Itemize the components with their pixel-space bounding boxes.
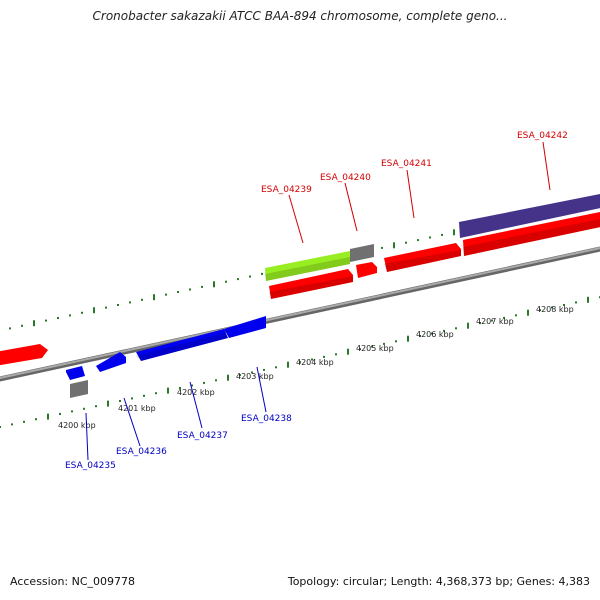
kbp-label: 4202 kbp — [177, 388, 215, 397]
gene-label[interactable]: ESA_04236 — [116, 447, 167, 457]
kbp-label: 4208 kbp — [536, 305, 574, 314]
kbp-label: 4207 kbp — [476, 317, 514, 326]
forward-strand-genes — [265, 193, 600, 299]
gene-label[interactable]: ESA_04241 — [381, 159, 432, 169]
gene-label[interactable]: ESA_04242 — [517, 131, 568, 141]
kbp-label: 4201 kbp — [118, 404, 156, 413]
gene-blue-04235[interactable] — [66, 366, 85, 380]
gene-red[interactable] — [356, 262, 377, 278]
kbp-label: 4200 kbp — [58, 421, 96, 430]
tick-rail-lower — [0, 296, 600, 428]
gene-grey[interactable] — [70, 380, 88, 398]
callout-lines — [85, 141, 551, 461]
gene-blue-04236[interactable] — [96, 352, 126, 372]
gene-shading — [136, 219, 600, 361]
gene-red[interactable] — [269, 269, 353, 299]
kbp-label: 4204 kbp — [296, 358, 334, 367]
forward-gene-labels: ESA_04239 ESA_04240 ESA_04241 ESA_04242 — [261, 131, 568, 195]
gene-red-04241[interactable] — [384, 243, 461, 272]
reverse-strand-genes — [0, 316, 266, 398]
gene-red[interactable] — [0, 344, 48, 366]
gene-grey-04240[interactable] — [350, 244, 374, 262]
gene-label[interactable]: ESA_04235 — [65, 461, 116, 471]
gene-label[interactable]: ESA_04240 — [320, 173, 371, 183]
accession-text: Accession: NC_009778 — [10, 575, 136, 588]
gene-blue-04237[interactable] — [136, 329, 228, 361]
gene-blue-04238[interactable] — [224, 316, 266, 338]
kbp-label: 4203 kbp — [236, 372, 274, 381]
backbone — [0, 246, 600, 382]
kbp-label: 4205 kbp — [356, 344, 394, 353]
kbp-labels: 4200 kbp 4201 kbp 4202 kbp 4203 kbp 4204… — [58, 305, 574, 430]
gene-label[interactable]: ESA_04238 — [241, 414, 292, 424]
map-title: Cronobacter sakazakii ATCC BAA-894 chrom… — [92, 9, 508, 23]
reverse-gene-labels: ESA_04235 ESA_04236 ESA_04237 ESA_04238 — [65, 414, 292, 471]
gene-label[interactable]: ESA_04239 — [261, 185, 312, 195]
gene-green-04239[interactable] — [265, 251, 350, 281]
gene-purple-04242[interactable] — [459, 193, 600, 238]
topology-text: Topology: circular; Length: 4,368,373 bp… — [287, 575, 590, 588]
gene-red[interactable] — [463, 211, 600, 256]
gene-label[interactable]: ESA_04237 — [177, 431, 228, 441]
kbp-label: 4206 kbp — [416, 330, 454, 339]
